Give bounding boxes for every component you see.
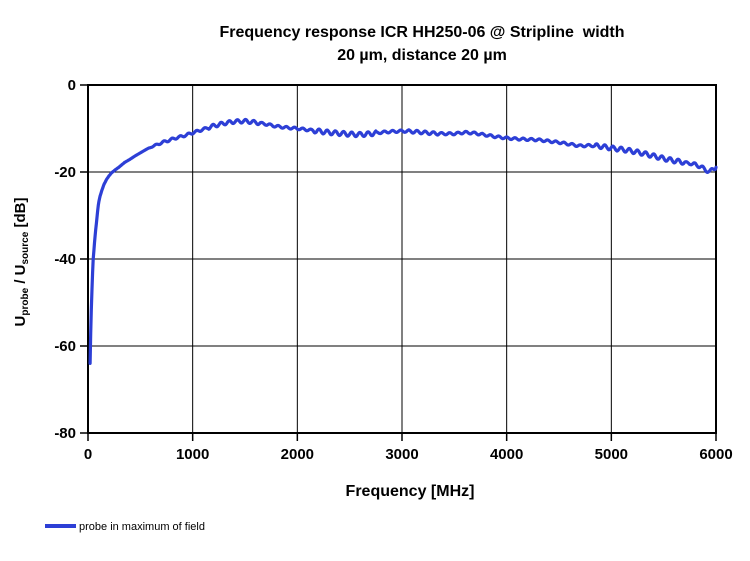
x-tick-label: 1000 [176,446,209,463]
y-axis-title-mid: / U [12,264,29,287]
y-tick-label: -80 [54,425,76,442]
y-tick-label: -20 [54,164,76,181]
chart-title-line1: Frequency response ICR HH250-06 @ Stripl… [219,24,624,41]
legend: probe in maximum of field [45,521,205,533]
tick-marks [80,84,717,441]
y-axis-title-sub2: source [20,231,31,264]
x-tick-label: 2000 [281,446,314,463]
y-tick-label: -60 [54,338,76,355]
y-axis-title: Uprobe / Usource [dB] [12,198,31,327]
y-axis-title-sub1: probe [20,287,31,315]
response-curve [88,117,718,365]
x-tick-label: 3000 [385,446,418,463]
x-axis-title: Frequency [MHz] [346,483,475,500]
x-tick-label: 6000 [699,446,732,463]
x-tick-label: 5000 [595,446,628,463]
y-tick-labels: 0 -20 -40 -60 -80 [54,77,76,442]
legend-entry-label: probe in maximum of field [79,521,205,533]
y-axis-title-tail: [dB] [12,198,29,232]
y-tick-label: 0 [68,77,76,94]
y-axis-title-base1: U [12,316,29,327]
x-tick-label: 0 [84,446,92,463]
x-tick-label: 4000 [490,446,523,463]
gridlines [88,85,716,433]
x-tick-labels: 0 1000 2000 3000 4000 5000 6000 [84,446,733,463]
chart-title-line2: 20 µm, distance 20 µm [337,47,507,64]
y-tick-label: -40 [54,251,76,268]
